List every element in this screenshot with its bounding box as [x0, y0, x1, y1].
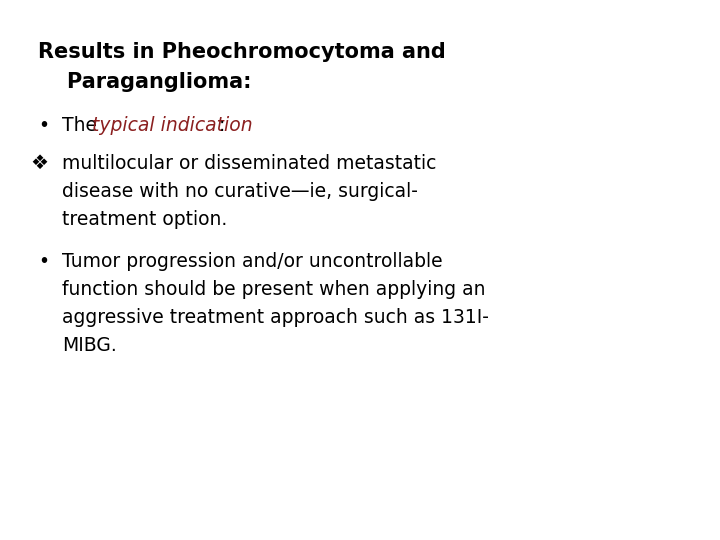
Text: •: • — [38, 252, 49, 271]
Text: MIBG.: MIBG. — [62, 336, 117, 355]
Text: aggressive treatment approach such as 131I-: aggressive treatment approach such as 13… — [62, 308, 489, 327]
Text: treatment option.: treatment option. — [62, 210, 228, 229]
Text: ❖: ❖ — [30, 154, 48, 173]
Text: Paraganglioma:: Paraganglioma: — [38, 72, 251, 92]
Text: disease with no curative—ie, surgical-: disease with no curative—ie, surgical- — [62, 182, 418, 201]
Text: function should be present when applying an: function should be present when applying… — [62, 280, 485, 299]
Text: multilocular or disseminated metastatic: multilocular or disseminated metastatic — [62, 154, 436, 173]
Text: typical indication: typical indication — [92, 116, 258, 135]
Text: Results in Pheochromocytoma and: Results in Pheochromocytoma and — [38, 42, 446, 62]
Text: :: : — [219, 116, 225, 135]
Text: Tumor progression and/or uncontrollable: Tumor progression and/or uncontrollable — [62, 252, 443, 271]
Text: The: The — [62, 116, 103, 135]
Text: •: • — [38, 116, 49, 135]
